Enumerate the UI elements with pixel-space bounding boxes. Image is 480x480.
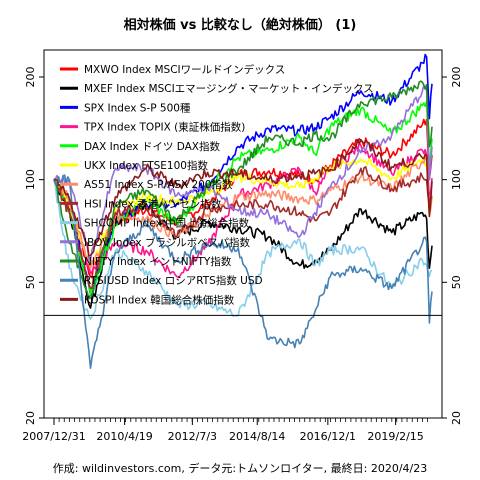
legend-entry: IBOV Index ブラジルボベスパ指数 [84, 236, 250, 249]
y-tick-label-right: 100 [450, 169, 463, 190]
series-line [53, 174, 433, 369]
legend-entry: HSI Index 香港ハンセン指数 [84, 197, 222, 210]
x-tick-label: 2016/12/1 [300, 430, 356, 443]
y-tick-label-left: 200 [24, 67, 37, 88]
series-line [53, 141, 433, 279]
legend-entry: DAX Index ドイツ DAX指数 [84, 140, 220, 153]
series-line [53, 179, 433, 320]
x-axis: 2007/12/31 2010/4/19 2012/7/3 2014/8/14 2016… [22, 418, 428, 443]
series-layer [53, 53, 433, 369]
series-line [53, 100, 433, 296]
y-axis-left: 20 50 100 200 [24, 67, 44, 425]
legend-entry: RTSIUSD Index ロシアRTS指数 USD [84, 274, 263, 287]
x-tick-label: 2010/4/19 [96, 430, 152, 443]
legend-entry: MXWO Index MSCIワールドインデックス [84, 63, 285, 76]
legend-entry: UKX Index FTSE100指数 [84, 159, 208, 172]
legend-entry: SHCOMP Index 中国上海総合指数 [84, 217, 250, 230]
series-line [53, 80, 433, 300]
legend-entry: NIFTY Index インドNIFTY指数 [84, 255, 232, 268]
y-tick-label-left: 100 [24, 169, 37, 190]
series-line [53, 53, 433, 296]
x-tick-label: 2014/8/14 [229, 430, 285, 443]
legend-entry: SPX Index S-P 500種 [84, 101, 191, 114]
y-tick-label-right: 50 [450, 275, 463, 289]
series-line [54, 138, 433, 257]
legend-entry: TPX Index TOPIX (東証株価指数) [83, 121, 245, 134]
legend-entry: KOSPI Index 韓国総合株価指数 [84, 293, 235, 306]
series-line [53, 158, 433, 269]
chart-footer: 作成: wildinvestors.com, データ元:トムソンロイター, 最終… [52, 462, 428, 475]
y-tick-label-right: 20 [450, 411, 463, 425]
legend-entry: AS51 Index S-P/ASX 200指数 [84, 178, 233, 191]
x-tick-label: 2019/2/15 [367, 430, 423, 443]
y-axis-right: 20 50 100 200 [442, 67, 463, 425]
series-line [53, 166, 433, 290]
legend: MXWO Index MSCIワールドインデックス MXEF Index MSCI… [60, 63, 374, 306]
x-tick-label: 2012/7/3 [168, 430, 217, 443]
x-tick-label: 2007/12/31 [22, 430, 85, 443]
chart-title: 相対株価 vs 比較なし（絶対株価） (1) [123, 18, 357, 33]
y-tick-label-left: 20 [24, 411, 37, 425]
y-tick-label-right: 200 [450, 67, 463, 88]
y-tick-label-left: 50 [24, 275, 37, 289]
legend-entry: MXEF Index MSCIエマージング・マーケット・インデックス [84, 82, 374, 95]
series-line [53, 177, 433, 309]
